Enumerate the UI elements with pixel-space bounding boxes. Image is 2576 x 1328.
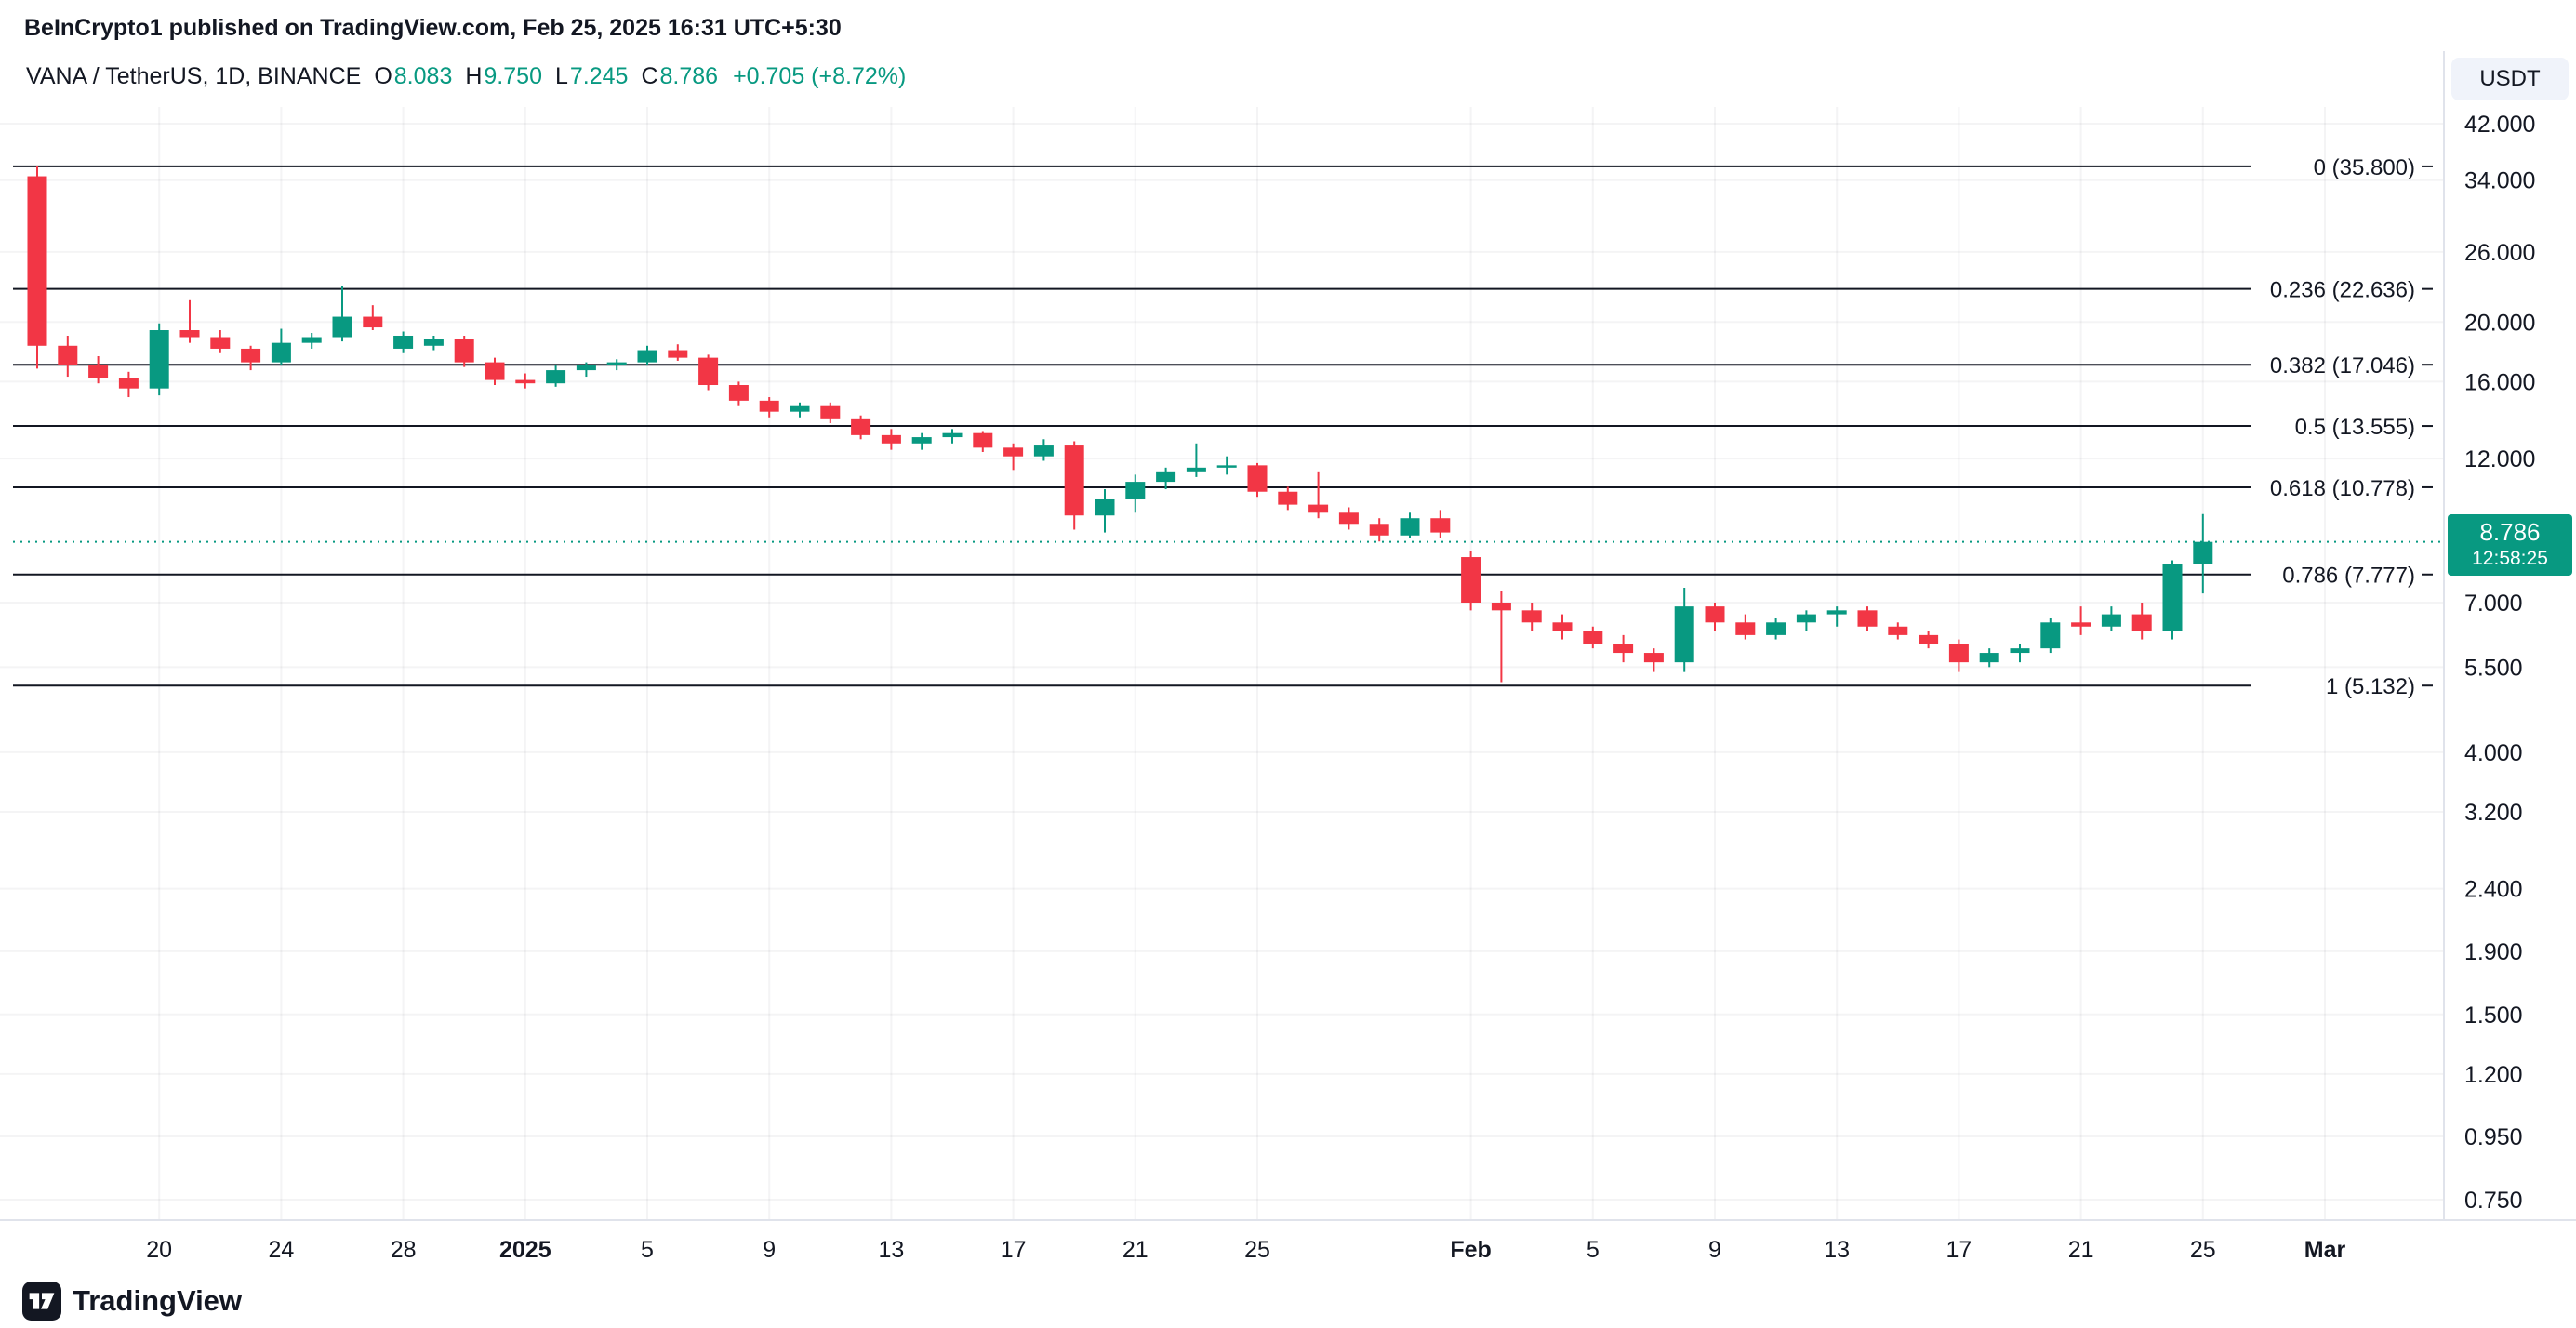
svg-text:0.950: 0.950 <box>2464 1124 2523 1150</box>
ohlc-open: O8.083 <box>374 63 452 90</box>
svg-text:13: 13 <box>878 1237 904 1263</box>
svg-text:17: 17 <box>1945 1237 1972 1263</box>
svg-text:7.000: 7.000 <box>2464 591 2523 617</box>
svg-text:1 (5.132): 1 (5.132) <box>2326 674 2415 699</box>
low-label: L <box>554 63 568 89</box>
svg-text:0.5 (13.555): 0.5 (13.555) <box>2295 415 2415 440</box>
svg-text:0.618 (10.778): 0.618 (10.778) <box>2270 476 2415 501</box>
svg-text:1.200: 1.200 <box>2464 1062 2523 1088</box>
svg-text:20.000: 20.000 <box>2464 310 2535 336</box>
svg-text:Mar: Mar <box>2304 1237 2346 1263</box>
svg-text:28: 28 <box>391 1237 417 1263</box>
close-label: C <box>641 63 658 89</box>
low-value: 7.245 <box>569 63 629 89</box>
svg-text:21: 21 <box>1122 1237 1149 1263</box>
svg-text:25: 25 <box>2190 1237 2216 1263</box>
svg-text:9: 9 <box>763 1237 776 1263</box>
high-label: H <box>465 63 483 89</box>
svg-text:2.400: 2.400 <box>2464 877 2523 903</box>
svg-text:5.500: 5.500 <box>2464 655 2523 681</box>
svg-text:1.900: 1.900 <box>2464 939 2523 965</box>
current-price-badge: 8.786 12:58:25 <box>2448 513 2572 576</box>
svg-text:26.000: 26.000 <box>2464 240 2535 266</box>
svg-text:4.000: 4.000 <box>2464 740 2523 766</box>
open-value: 8.083 <box>393 63 453 89</box>
high-value: 9.750 <box>484 63 542 89</box>
open-label: O <box>374 63 392 89</box>
svg-text:21: 21 <box>2068 1237 2094 1263</box>
currency-toggle-button[interactable]: USDT <box>2451 58 2569 100</box>
svg-text:0.786 (7.777): 0.786 (7.777) <box>2282 564 2415 589</box>
svg-text:17: 17 <box>1001 1237 1027 1263</box>
svg-text:20: 20 <box>146 1237 172 1263</box>
ohlc-low: L7.245 <box>555 63 628 90</box>
candle-countdown: 12:58:25 <box>2472 547 2548 569</box>
change-value: +0.705 (+8.72%) <box>733 63 907 89</box>
current-price-value: 8.786 <box>2479 517 2541 546</box>
svg-text:0.236 (22.636): 0.236 (22.636) <box>2270 278 2415 303</box>
svg-text:2025: 2025 <box>499 1237 551 1263</box>
tradingview-logo-text: TradingView <box>73 1284 243 1317</box>
svg-text:16.000: 16.000 <box>2464 369 2535 395</box>
svg-text:42.000: 42.000 <box>2464 112 2535 138</box>
svg-text:25: 25 <box>1244 1237 1270 1263</box>
svg-text:24: 24 <box>268 1237 294 1263</box>
svg-text:0 (35.800): 0 (35.800) <box>2314 155 2415 180</box>
svg-text:13: 13 <box>1824 1237 1850 1263</box>
close-value: 8.786 <box>659 63 719 89</box>
svg-text:34.000: 34.000 <box>2464 168 2535 194</box>
symbol-legend: VANA / TetherUS, 1D, BINANCE O8.083 H9.7… <box>26 63 906 90</box>
svg-text:12.000: 12.000 <box>2464 446 2535 472</box>
svg-text:0.750: 0.750 <box>2464 1188 2523 1214</box>
svg-text:3.200: 3.200 <box>2464 800 2523 826</box>
svg-text:1.500: 1.500 <box>2464 1003 2523 1029</box>
tradingview-logo[interactable]: TradingView <box>22 1282 242 1321</box>
symbol-title[interactable]: VANA / TetherUS, 1D, BINANCE <box>26 63 362 89</box>
svg-text:5: 5 <box>641 1237 654 1263</box>
attribution-text: BeInCrypto1 published on TradingView.com… <box>24 15 842 41</box>
svg-text:0.382 (17.046): 0.382 (17.046) <box>2270 353 2415 378</box>
tradingview-logo-icon <box>22 1282 61 1321</box>
ohlc-close: C8.786 <box>641 63 718 90</box>
ohlc-high: H9.750 <box>465 63 542 90</box>
svg-text:Feb: Feb <box>1450 1237 1491 1263</box>
svg-text:5: 5 <box>1587 1237 1600 1263</box>
svg-text:9: 9 <box>1708 1237 1721 1263</box>
